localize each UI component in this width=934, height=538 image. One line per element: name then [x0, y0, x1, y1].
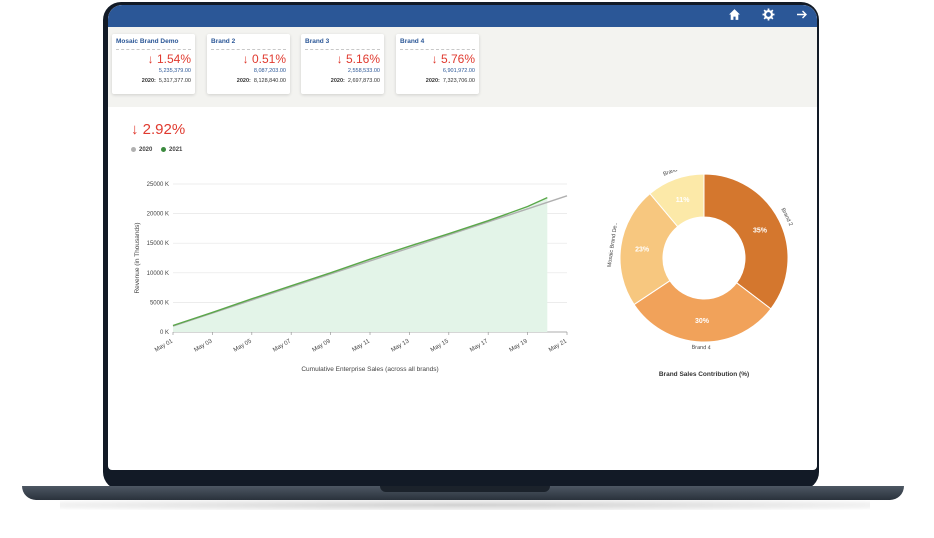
kpi-card-divider	[400, 49, 475, 50]
kpi-card-previous-value: 2,697,873.00	[347, 78, 380, 84]
kpi-card-divider	[116, 49, 191, 50]
kpi-card-current: 6,901,972.00	[442, 68, 475, 74]
total-change-value: ↓ 2.92%	[131, 121, 186, 138]
y-tick-label: 5000 K	[150, 300, 169, 306]
gear-icon[interactable]	[762, 8, 775, 25]
kpi-card[interactable]: Brand 4 ↓ 5.76% 6,901,972.00 2020: 7,323,…	[396, 34, 479, 94]
x-tick-label: May 15	[430, 338, 451, 353]
donut-slice-percent: 30%	[695, 318, 710, 325]
brand-contribution-donut-chart: Brand Sales Contribution (%) 35% Brand 2 3…	[607, 170, 794, 378]
legend-dot-2020	[131, 147, 136, 152]
legend-dot-2021	[161, 147, 167, 152]
x-tick-label: May 19	[509, 338, 530, 353]
donut-slice	[633, 280, 772, 343]
donut-slice-percent: 11%	[676, 197, 690, 204]
laptop-base	[22, 486, 904, 500]
kpi-card-previous-value: 7,323,706.00	[442, 78, 475, 84]
kpi-card-previous: 2020: 8,128,840.00	[237, 78, 286, 84]
donut-slice	[703, 173, 789, 310]
kpi-card-previous: 2020: 7,323,706.00	[426, 78, 475, 84]
kpi-card-previous: 2020: 2,697,873.00	[331, 78, 380, 84]
legend-item-2021[interactable]: 2021	[161, 147, 182, 153]
laptop-notch	[380, 486, 550, 492]
x-axis-title: Cumulative Enterprise Sales (across all …	[301, 366, 438, 373]
donut-slice	[649, 173, 705, 228]
kpi-card[interactable]: Brand 2 ↓ 0.51% 8,087,203.00 2020: 8,128,…	[207, 34, 290, 94]
kpi-card-previous-value: 5,317,377.00	[158, 78, 191, 84]
donut-slice-label: Brand 3	[662, 170, 682, 178]
legend-item-2020[interactable]: 2020	[131, 147, 152, 153]
y-tick-label: 0 K	[160, 330, 169, 336]
home-icon[interactable]	[728, 8, 741, 25]
donut-slice-label: Brand 4	[691, 345, 710, 352]
kpi-card[interactable]: Brand 3 ↓ 5.16% 2,558,533.00 2020: 2,697,…	[301, 34, 384, 94]
donut-slice	[619, 192, 679, 306]
y-tick-label: 20000 K	[147, 212, 169, 218]
line-chart-legend: 2020 2021	[131, 147, 189, 153]
legend-label-2021: 2021	[169, 147, 183, 154]
kpi-card-previous-label: 2020:	[425, 78, 440, 84]
x-tick-label: May 13	[390, 338, 411, 353]
donut-slice-label: Mosaic Brand De..	[607, 222, 619, 268]
kpi-card-title: Brand 2	[211, 38, 236, 45]
kpi-card[interactable]: Mosaic Brand Demo ↓ 1.54% 5,235,379.00 2…	[112, 34, 195, 94]
kpi-card-current: 2,558,533.00	[347, 68, 380, 74]
x-tick-label: May 11	[351, 338, 371, 353]
donut-slice-label: Brand 2	[779, 207, 793, 227]
kpi-card-change: ↓ 0.51%	[242, 52, 286, 66]
kpi-card-change: ↓ 5.76%	[431, 52, 475, 66]
donut-slice-percent: 23%	[635, 247, 650, 254]
x-tick-label: May 01	[154, 338, 175, 353]
kpi-card-row: Mosaic Brand Demo ↓ 1.54% 5,235,379.00 2…	[108, 27, 817, 107]
app-screen: Mosaic Brand Demo ↓ 1.54% 5,235,379.00 2…	[108, 5, 817, 470]
kpi-card-previous-label: 2020:	[330, 78, 345, 84]
kpi-card-title: Brand 4	[400, 38, 425, 45]
y-tick-label: 15000 K	[147, 241, 169, 247]
kpi-card-previous: 2020: 5,317,377.00	[142, 78, 191, 84]
kpi-card-title: Mosaic Brand Demo	[116, 38, 179, 45]
kpi-card-previous-label: 2020:	[141, 78, 156, 84]
y-tick-label: 25000 K	[147, 182, 169, 188]
kpi-card-title: Brand 3	[305, 38, 330, 45]
kpi-card-divider	[211, 49, 286, 50]
laptop-shadow	[60, 500, 870, 510]
series-line-2020	[172, 195, 568, 327]
series-line-2021	[172, 196, 548, 327]
top-navbar	[108, 5, 817, 27]
donut-chart-title: Brand Sales Contribution (%)	[659, 371, 749, 378]
legend-label-2020: 2020	[139, 147, 153, 154]
kpi-card-previous-label: 2020:	[236, 78, 251, 84]
x-tick-label: May 21	[548, 338, 569, 353]
kpi-card-change: ↓ 5.16%	[336, 52, 380, 66]
cumulative-sales-line-chart: Revenue (in Thousands) Cumulative Enterp…	[134, 182, 569, 373]
y-axis-title: Revenue (in Thousands)	[134, 222, 141, 293]
kpi-card-previous-value: 8,128,840.00	[253, 78, 286, 84]
x-tick-label: May 03	[193, 338, 214, 353]
x-tick-label: May 05	[233, 338, 254, 353]
x-tick-label: May 09	[312, 338, 333, 353]
donut-slice-percent: 35%	[753, 228, 768, 235]
x-tick-label: May 17	[469, 338, 490, 353]
kpi-card-current: 5,235,379.00	[158, 68, 191, 74]
kpi-card-change: ↓ 1.54%	[147, 52, 191, 66]
kpi-card-divider	[305, 49, 380, 50]
x-tick-label: May 07	[272, 338, 293, 353]
logout-arrow-icon[interactable]	[796, 8, 810, 25]
y-tick-label: 10000 K	[147, 271, 169, 277]
kpi-card-current: 8,087,203.00	[253, 68, 286, 74]
